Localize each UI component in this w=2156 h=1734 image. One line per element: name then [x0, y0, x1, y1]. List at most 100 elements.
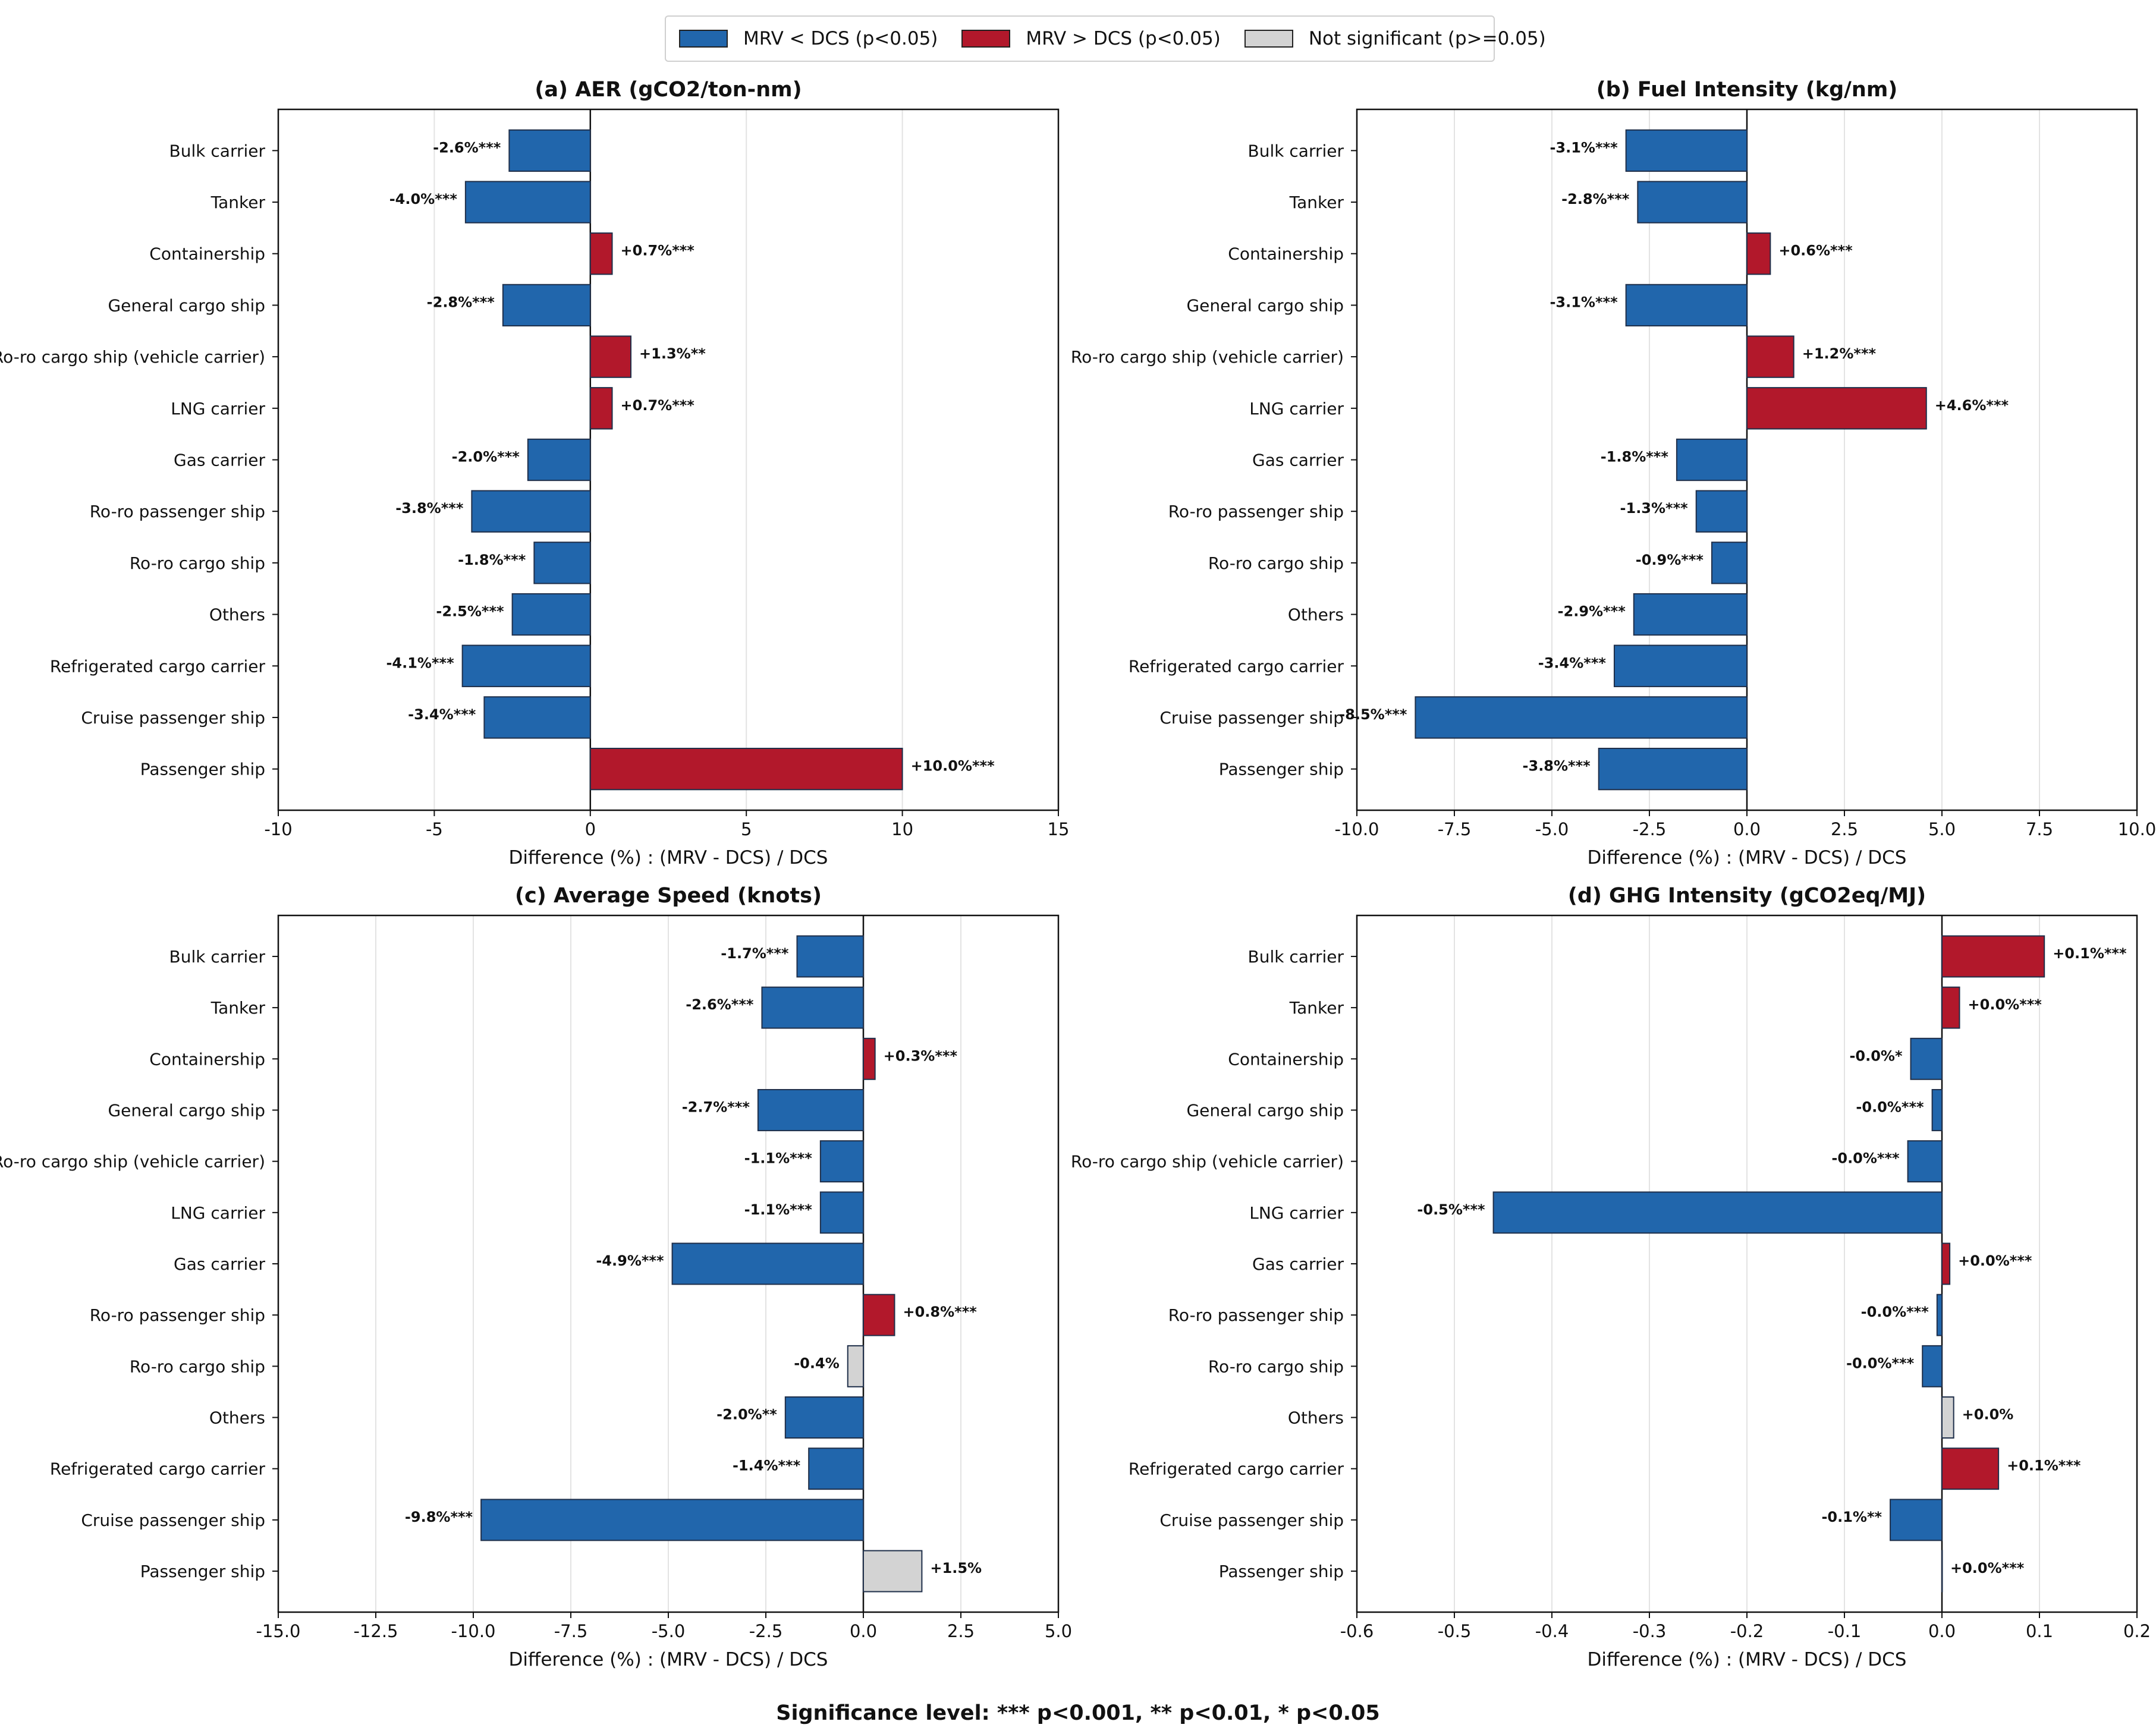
bar-general-cargo-ship — [1931, 1089, 1943, 1131]
legend-label-ns: Not significant (p>=0.05) — [1308, 28, 1546, 49]
category-label: Passenger ship — [1219, 1562, 1344, 1581]
category-label: Tanker — [1289, 998, 1344, 1018]
data-label: +0.8%*** — [903, 1304, 977, 1320]
category-label: Ro-ro cargo ship (vehicle carrier) — [1071, 1152, 1344, 1172]
bar-containership — [589, 232, 613, 275]
category-label: Others — [209, 1408, 265, 1428]
data-label: +0.0% — [1962, 1406, 2014, 1423]
bar-bulk-carrier — [796, 935, 864, 978]
chart-panel-3: +0.1%*** Bulk carrier +0.0%*** Tanker -0.0%*… — [1071, 884, 2151, 1670]
data-label: -1.7%*** — [721, 945, 789, 962]
legend: MRV < DCS (p<0.05) MRV > DCS (p<0.05) No… — [665, 15, 1546, 62]
data-label: -2.8%*** — [1561, 191, 1630, 207]
bar-others — [1633, 593, 1748, 636]
x-tick-label: 0.0 — [850, 1621, 877, 1641]
x-tick-label: 0.1 — [2026, 1621, 2053, 1641]
category-label: General cargo ship — [1186, 295, 1344, 315]
x-tick-label: -0.3 — [1633, 1621, 1667, 1641]
x-tick-label: -7.5 — [1438, 819, 1472, 839]
bar-ro-ro-passenger-ship — [1936, 1294, 1943, 1336]
x-tick-label: -2.5 — [749, 1621, 783, 1641]
x-tick-label: -0.1 — [1828, 1621, 1862, 1641]
chart-panel-1: -3.1%*** Bulk carrier -2.8%*** Tanker +0.6%*… — [1071, 78, 2156, 868]
data-label: -0.4% — [794, 1355, 840, 1371]
x-tick-label: -0.5 — [1438, 1621, 1472, 1641]
category-label: Bulk carrier — [1248, 947, 1344, 967]
data-label: -1.8%*** — [1601, 449, 1669, 465]
category-label: LNG carrier — [1249, 1203, 1344, 1223]
x-tick-label: -0.2 — [1730, 1621, 1764, 1641]
category-label: Refrigerated cargo carrier — [1129, 1459, 1344, 1479]
data-label: -1.8%*** — [458, 552, 526, 568]
data-label: +0.6%*** — [1778, 243, 1853, 259]
bar-cruise-passenger-ship — [480, 1499, 864, 1541]
category-label: LNG carrier — [1249, 399, 1344, 418]
category-label: Ro-ro passenger ship — [1168, 502, 1344, 521]
data-label: -8.5%*** — [1339, 706, 1407, 723]
x-tick-label: -5 — [426, 819, 443, 839]
legend-swatch-higher — [961, 30, 1011, 48]
category-label: Refrigerated cargo carrier — [50, 656, 266, 676]
data-label: +10.0%*** — [911, 758, 995, 775]
data-label: -3.8%*** — [395, 500, 464, 517]
data-label: -1.1%*** — [744, 1201, 813, 1218]
x-tick-label: 5.0 — [1928, 819, 1956, 839]
bar-general-cargo-ship — [757, 1089, 864, 1131]
category-label: Bulk carrier — [1248, 141, 1344, 161]
bar-cruise-passenger-ship — [1890, 1499, 1943, 1541]
data-label: -0.1%** — [1821, 1509, 1882, 1525]
bar-bulk-carrier — [1625, 129, 1748, 172]
category-label: Containership — [1228, 1049, 1344, 1069]
legend-swatch-ns — [1244, 30, 1293, 48]
x-tick-label: -5.0 — [652, 1621, 686, 1641]
data-label: +0.0%*** — [1958, 1252, 2032, 1269]
bar-refrigerated-cargo-carrier — [461, 644, 591, 687]
bar-gas-carrier — [1941, 1242, 1951, 1285]
data-label: +1.2%*** — [1802, 345, 1877, 362]
data-label: -3.8%*** — [1523, 758, 1591, 775]
bar-general-cargo-ship — [1625, 284, 1748, 327]
bar-containership — [1910, 1037, 1943, 1080]
data-label: -3.1%*** — [1550, 139, 1618, 156]
data-label: -2.9%*** — [1558, 603, 1626, 620]
category-label: Ro-ro passenger ship — [1168, 1305, 1344, 1325]
x-tick-label: -0.4 — [1535, 1621, 1569, 1641]
data-label: -1.4%*** — [733, 1458, 801, 1474]
category-label: Tanker — [210, 998, 266, 1018]
category-label: Passenger ship — [1219, 760, 1344, 779]
data-label: -4.0%*** — [389, 191, 458, 207]
bar-ro-ro-cargo-ship — [1922, 1345, 1943, 1387]
category-label: General cargo ship — [108, 1100, 265, 1120]
plot-frame — [1356, 914, 2138, 1613]
plot-frame — [277, 914, 1060, 1613]
category-label: Others — [1288, 1408, 1344, 1428]
bar-passenger-ship — [863, 1550, 923, 1593]
data-label: -3.1%*** — [1550, 294, 1618, 310]
x-tick-label: 0.0 — [1733, 819, 1761, 839]
x-tick-label: 0.0 — [1928, 1621, 1956, 1641]
x-axis-label: Difference (%) : (MRV - DCS) / DCS — [1588, 847, 1907, 868]
data-label: +0.3%*** — [884, 1047, 958, 1064]
x-tick-label: -0.6 — [1340, 1621, 1374, 1641]
data-label: +0.0%*** — [1968, 996, 2042, 1013]
category-label: Ro-ro cargo ship (vehicle carrier) — [0, 347, 265, 367]
bar-cruise-passenger-ship — [1415, 696, 1748, 739]
category-label: LNG carrier — [171, 399, 265, 418]
category-label: Ro-ro cargo ship (vehicle carrier) — [0, 1152, 265, 1172]
data-label: -9.8%*** — [405, 1509, 473, 1525]
category-label: Ro-ro passenger ship — [90, 1305, 265, 1325]
chart-title: (c) Average Speed (knots) — [515, 884, 822, 908]
bar-lng-carrier — [1746, 387, 1927, 430]
chart-title: (a) AER (gCO2/ton-nm) — [535, 78, 802, 102]
category-label: Cruise passenger ship — [1159, 708, 1344, 728]
bar-ro-ro-cargo-ship — [533, 542, 591, 584]
category-label: Gas carrier — [1252, 1254, 1344, 1274]
category-label: Passenger ship — [140, 760, 265, 779]
x-axis-label: Difference (%) : (MRV - DCS) / DCS — [509, 847, 828, 868]
data-label: -3.4%*** — [408, 706, 476, 723]
bar-tanker — [761, 986, 864, 1029]
bar-containership — [863, 1037, 876, 1080]
x-tick-label: -10.0 — [451, 1621, 495, 1641]
bar-ro-ro-cargo-ship-vehicle-carrier- — [1907, 1140, 1943, 1183]
